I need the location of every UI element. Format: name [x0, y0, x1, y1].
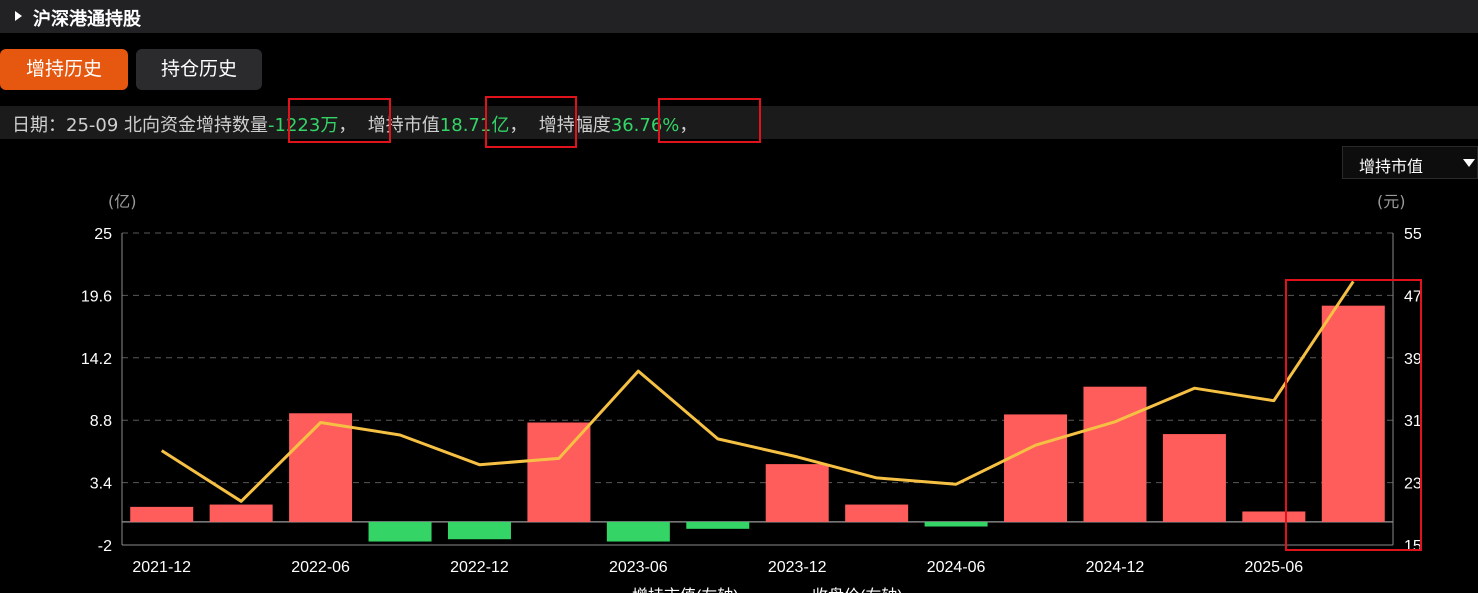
bar — [606, 521, 670, 542]
x-tick-label: 2023-12 — [768, 559, 827, 576]
metric-dropdown[interactable]: 增持市值 — [1342, 146, 1478, 179]
bar — [1242, 511, 1306, 522]
x-tick-label: 2023-06 — [609, 559, 668, 576]
legend-entry: 增持市值(左轴) — [632, 587, 739, 593]
bar — [686, 521, 750, 529]
x-tick-label: 2024-06 — [927, 559, 986, 576]
y-left-tick-label: 25 — [94, 226, 112, 243]
y-right-tick-label: 47 — [1404, 288, 1422, 305]
bar — [368, 521, 432, 542]
y-left-tick-label: -2 — [98, 538, 112, 555]
info-date-label: 日期：25-09 北向资金增持数量 — [12, 115, 269, 136]
y-right-unit: (元) — [1377, 192, 1406, 211]
metric-dropdown-value: 增持市值 — [1359, 157, 1424, 176]
info-bar: 日期：25-09 北向资金增持数量-1223万， 增持市值18.71亿， 增持幅… — [0, 106, 1478, 139]
tab-holding-history[interactable]: 持仓历史 — [136, 49, 262, 90]
info-pct-value: 36.76% — [610, 115, 680, 136]
y-left-tick-label: 14.2 — [81, 351, 112, 368]
y-left-tick-label: 8.8 — [90, 413, 112, 430]
tab-increase-history[interactable]: 增持历史 — [0, 49, 128, 90]
bar — [289, 413, 353, 522]
info-value-label: ， 增持市值 — [338, 115, 440, 136]
y-right-tick-label: 23 — [1404, 476, 1422, 493]
bar — [527, 422, 591, 522]
bar — [130, 506, 194, 522]
x-tick-label: 2021-12 — [132, 559, 191, 576]
highlight-box-shares — [288, 98, 391, 143]
x-tick-label: 2025-06 — [1244, 559, 1303, 576]
y-right-tick-label: 15 — [1404, 538, 1422, 555]
bar — [1083, 386, 1147, 522]
bar — [1004, 414, 1068, 522]
info-end: ， — [679, 115, 698, 136]
bar — [1321, 305, 1385, 522]
highlight-box-chart — [1285, 279, 1422, 551]
x-tick-label: 2022-12 — [450, 559, 509, 576]
section-title: 沪深港通持股 — [33, 9, 141, 30]
bar — [1162, 434, 1226, 522]
y-left-tick-label: 3.4 — [90, 476, 112, 493]
y-left-tick-label: 19.6 — [81, 288, 112, 305]
legend-entry: 收盘价(右轴) — [812, 586, 903, 593]
highlight-box-pct — [658, 98, 761, 143]
info-market-value: 18.71亿 — [439, 115, 510, 136]
caret-right-icon — [15, 11, 22, 21]
y-right-tick-label: 31 — [1404, 413, 1422, 430]
section-header[interactable]: 沪深港通持股 — [0, 0, 1478, 33]
highlight-box-value — [485, 96, 577, 148]
x-tick-label: 2022-06 — [291, 559, 350, 576]
bar — [924, 521, 988, 527]
y-right-tick-label: 39 — [1404, 351, 1422, 368]
chevron-down-icon — [1463, 159, 1475, 167]
price-line — [160, 280, 1355, 503]
y-right-tick-label: 55 — [1404, 226, 1422, 243]
info-pct-label: ， 增持幅度 — [509, 115, 611, 136]
bar — [845, 504, 909, 522]
info-shares-value: -1223万 — [268, 115, 339, 136]
bar — [765, 464, 829, 522]
bar — [209, 504, 273, 522]
y-left-unit: (亿) — [108, 192, 137, 211]
x-tick-label: 2024-12 — [1086, 559, 1145, 576]
bar — [447, 521, 511, 540]
info-text: 日期：25-09 北向资金增持数量-1223万， 增持市值18.71亿， 增持幅… — [12, 111, 697, 137]
